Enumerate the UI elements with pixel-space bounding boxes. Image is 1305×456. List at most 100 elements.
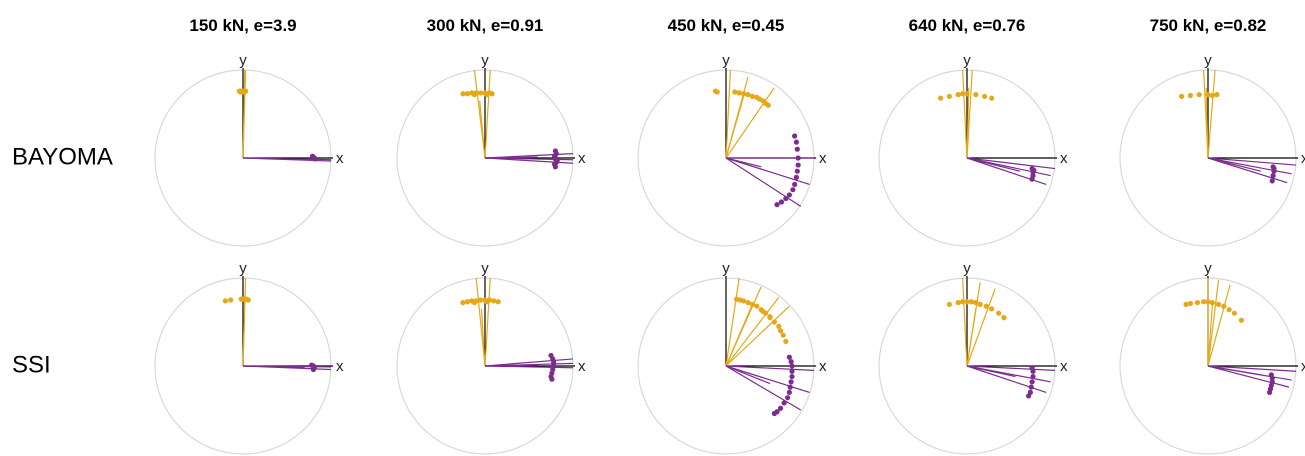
y-mode-point: [484, 299, 490, 305]
y-mode-line: [242, 69, 247, 159]
x-mode-line: [725, 365, 810, 393]
y-mode-point: [1209, 300, 1215, 306]
y-axis-label: y: [481, 260, 489, 277]
y-mode-point: [245, 297, 251, 303]
x-mode-line: [484, 358, 574, 367]
y-mode-point: [989, 306, 995, 312]
y-mode-point: [1183, 301, 1189, 307]
y-mode-point: [955, 92, 961, 98]
x-mode-line: [725, 365, 771, 385]
y-mode-line: [725, 296, 780, 367]
y-mode-point: [938, 95, 944, 101]
x-mode-point: [788, 359, 794, 365]
y-mode-line: [725, 69, 731, 159]
x-mode-line: [484, 156, 538, 159]
y-mode-point: [996, 310, 1002, 316]
y-mode-point: [749, 301, 756, 307]
x-mode-point: [792, 181, 798, 187]
y-mode-point: [491, 298, 497, 304]
y-mode-line: [725, 277, 740, 367]
x-mode-point: [549, 376, 555, 382]
x-mode-point: [781, 400, 787, 406]
y-mode-line: [479, 100, 486, 159]
y-mode-point: [1221, 303, 1227, 309]
x-mode-point: [552, 155, 559, 161]
x-mode-point: [310, 155, 316, 161]
y-mode-point: [471, 300, 478, 306]
y-axis-label: y: [239, 52, 247, 69]
y-mode-point: [964, 299, 970, 305]
x-mode-point: [310, 366, 316, 373]
y-mode-point: [1179, 93, 1185, 99]
x-axis-label: x: [336, 150, 344, 167]
y-mode-point: [1001, 315, 1007, 321]
x-mode-point: [789, 368, 795, 374]
column-title: 150 kN, e=3.9: [189, 16, 296, 35]
y-mode-point: [712, 88, 719, 94]
x-mode-point: [788, 379, 794, 385]
column-title: 640 kN, e=0.76: [909, 16, 1026, 35]
x-mode-line: [1207, 365, 1297, 372]
y-mode-line: [484, 69, 491, 159]
x-mode-line: [242, 365, 305, 369]
y-axis-label: y: [722, 260, 730, 277]
x-axis-label: x: [1060, 150, 1068, 167]
y-mode-line: [725, 304, 753, 367]
y-mode-line: [725, 305, 790, 367]
x-mode-line: [725, 365, 815, 371]
x-mode-point: [1030, 373, 1036, 380]
x-mode-line: [725, 157, 802, 207]
x-mode-line: [966, 157, 1056, 170]
y-mode-point: [484, 92, 490, 98]
x-mode-line: [1207, 365, 1261, 376]
y-mode-point: [1196, 92, 1202, 98]
x-mode-line: [725, 157, 810, 185]
y-mode-point: [222, 298, 228, 304]
y-mode-point: [1214, 92, 1220, 98]
y-mode-line: [966, 288, 996, 367]
y-mode-point: [464, 91, 470, 97]
y-mode-point: [760, 308, 766, 315]
x-mode-point: [1031, 167, 1037, 173]
y-mode-point: [745, 300, 751, 306]
y-axis-label: y: [1204, 52, 1212, 69]
x-axis-label: x: [578, 150, 586, 167]
x-mode-point: [1267, 389, 1273, 395]
x-axis-label: x: [1060, 358, 1068, 375]
y-axis-label: y: [239, 260, 247, 277]
y-mode-point: [228, 297, 234, 303]
x-mode-line: [966, 365, 1016, 378]
y-mode-point: [783, 338, 789, 344]
y-mode-point: [946, 93, 953, 99]
y-mode-point: [973, 92, 979, 98]
y-mode-point: [964, 91, 970, 97]
y-mode-point: [741, 91, 747, 97]
x-mode-point: [778, 199, 785, 205]
x-mode-point: [794, 146, 800, 152]
x-mode-point: [786, 354, 792, 360]
y-mode-point: [745, 92, 751, 98]
y-mode-point: [767, 315, 773, 321]
y-mode-line: [484, 277, 491, 367]
y-mode-point: [973, 300, 979, 306]
y-mode-point: [1205, 299, 1211, 305]
column-title: 450 kN, e=0.45: [668, 16, 785, 35]
x-mode-point: [792, 133, 798, 139]
x-axis-label: x: [1301, 358, 1305, 375]
x-mode-line: [1207, 157, 1288, 184]
y-mode-point: [777, 328, 784, 334]
x-mode-point: [793, 174, 800, 180]
y-mode-point: [946, 301, 953, 307]
y-mode-point: [982, 93, 988, 99]
x-mode-point: [1270, 173, 1276, 179]
y-mode-point: [1187, 92, 1193, 99]
y-axis-label: y: [481, 52, 489, 69]
x-mode-point: [1026, 393, 1032, 399]
y-mode-point: [977, 301, 983, 307]
y-mode-point: [955, 300, 961, 306]
y-mode-point: [989, 95, 995, 101]
y-mode-point: [243, 88, 249, 94]
y-mode-point: [1209, 92, 1215, 99]
y-mode-point: [1215, 301, 1222, 307]
